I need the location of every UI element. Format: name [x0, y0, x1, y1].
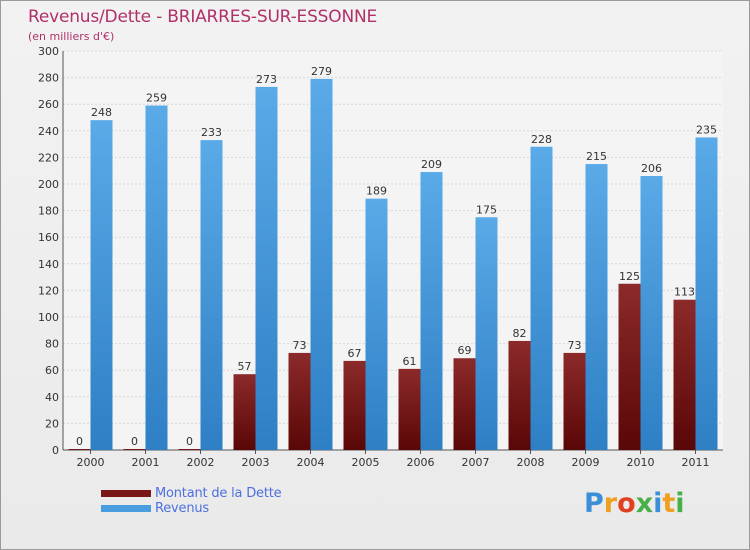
x-tick-label: 2001 — [132, 456, 160, 469]
y-tick-label: 220 — [38, 151, 59, 164]
y-tick-label: 180 — [38, 205, 59, 218]
x-tick-label: 2011 — [682, 456, 710, 469]
proxiti-logo: Proxiti — [584, 488, 685, 519]
data-label-debt: 0 — [186, 435, 193, 448]
data-label-debt: 125 — [619, 270, 640, 283]
data-label-revenue: 273 — [256, 73, 277, 86]
y-tick-label: 0 — [52, 444, 59, 457]
y-tick-label: 40 — [45, 391, 59, 404]
bar-debt — [563, 352, 586, 450]
data-label-debt: 0 — [131, 435, 138, 448]
bar-revenue — [255, 86, 278, 450]
data-label-revenue: 279 — [311, 65, 332, 78]
x-tick-label: 2004 — [297, 456, 325, 469]
bar-debt — [178, 449, 201, 450]
bar-revenue — [530, 146, 553, 450]
y-tick-label: 80 — [45, 338, 59, 351]
chart-title: Revenus/Dette - BRIARRES-SUR-ESSONNE — [28, 7, 378, 27]
y-tick-label: 20 — [45, 417, 59, 430]
bar-debt — [673, 299, 696, 450]
bar-debt — [123, 449, 146, 450]
bar-revenue — [695, 137, 718, 450]
y-tick-label: 120 — [38, 284, 59, 297]
bar-debt — [233, 374, 256, 450]
data-label-revenue: 215 — [586, 150, 607, 163]
y-tick-label: 200 — [38, 178, 59, 191]
data-label-revenue: 209 — [421, 158, 442, 171]
chart-subtitle: (en milliers d'€) — [28, 30, 115, 43]
data-label-debt: 73 — [293, 339, 307, 352]
y-tick-label: 100 — [38, 311, 59, 324]
data-label-revenue: 233 — [201, 126, 222, 139]
data-label-debt: 113 — [674, 286, 695, 299]
x-tick-label: 2008 — [517, 456, 545, 469]
data-label-debt: 67 — [348, 347, 362, 360]
data-label-debt: 61 — [403, 355, 417, 368]
y-tick-label: 280 — [38, 72, 59, 85]
y-tick-label: 240 — [38, 125, 59, 138]
x-tick-label: 2009 — [572, 456, 600, 469]
bar-revenue — [420, 172, 443, 450]
data-label-revenue: 175 — [476, 203, 497, 216]
y-tick-label: 160 — [38, 231, 59, 244]
data-label-revenue: 235 — [696, 123, 717, 136]
bar-revenue — [200, 140, 223, 451]
bar-debt — [68, 449, 91, 450]
y-tick-label: 60 — [45, 364, 59, 377]
legend-swatch-revenue — [101, 505, 151, 512]
bar-debt — [398, 368, 421, 450]
data-label-debt: 69 — [458, 344, 472, 357]
data-label-revenue: 206 — [641, 162, 662, 175]
data-label-revenue: 259 — [146, 92, 167, 105]
bar-revenue — [90, 120, 113, 450]
legend-label-debt: Montant de la Dette — [155, 486, 282, 501]
x-tick-label: 2007 — [462, 456, 490, 469]
plot-area — [63, 51, 723, 450]
bar-debt — [343, 360, 366, 450]
bar-revenue — [145, 105, 168, 450]
y-tick-label: 140 — [38, 258, 59, 271]
bar-revenue — [585, 164, 608, 451]
bar-debt — [618, 283, 641, 450]
data-label-debt: 82 — [513, 327, 527, 340]
data-label-debt: 73 — [568, 339, 582, 352]
data-label-revenue: 248 — [91, 106, 112, 119]
x-tick-label: 2005 — [352, 456, 380, 469]
data-label-debt: 0 — [76, 435, 83, 448]
x-tick-label: 2010 — [627, 456, 655, 469]
data-label-revenue: 189 — [366, 185, 387, 198]
bar-debt — [508, 340, 531, 450]
legend-label-revenue: Revenus — [155, 501, 209, 516]
bar-debt — [288, 352, 311, 450]
bar-revenue — [475, 217, 498, 450]
y-tick-label: 260 — [38, 98, 59, 111]
bar-revenue — [365, 198, 388, 450]
x-tick-label: 2000 — [77, 456, 105, 469]
data-label-debt: 57 — [238, 360, 252, 373]
bar-revenue — [310, 78, 333, 451]
x-tick-label: 2006 — [407, 456, 435, 469]
y-tick-label: 300 — [38, 45, 59, 58]
legend-swatch-debt — [101, 490, 151, 497]
x-tick-label: 2002 — [187, 456, 215, 469]
data-label-revenue: 228 — [531, 133, 552, 146]
bar-revenue — [640, 176, 663, 450]
bar-debt — [453, 358, 476, 450]
x-tick-label: 2003 — [242, 456, 270, 469]
